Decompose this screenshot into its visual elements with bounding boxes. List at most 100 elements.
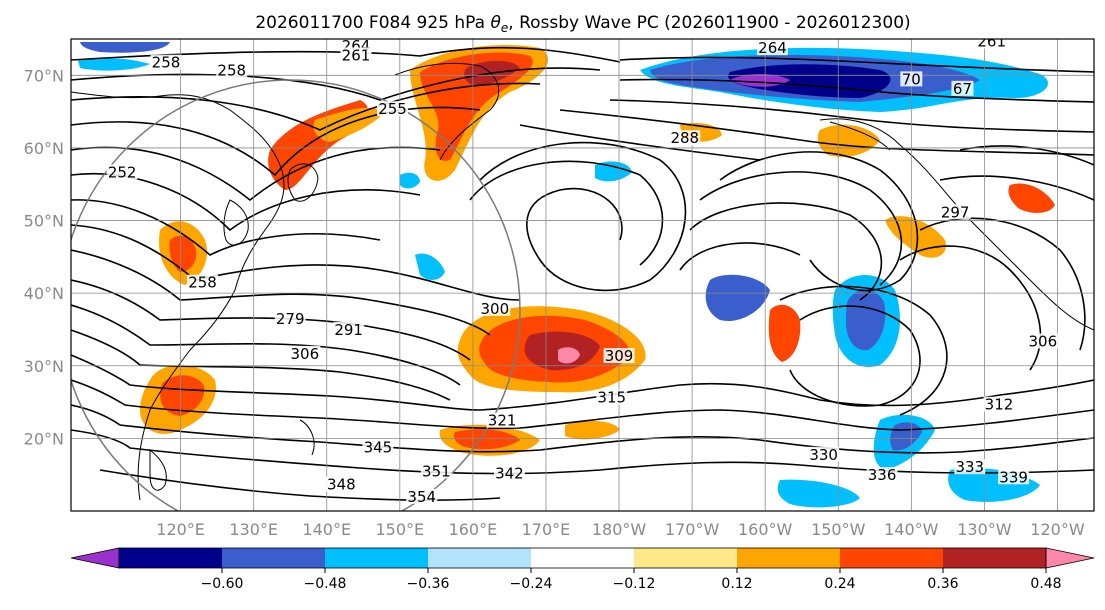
contour-label: 348: [327, 476, 356, 494]
shaded-anomalies: [78, 42, 1055, 508]
latitude-label: 30°N: [24, 357, 64, 376]
colorbar-tick-label: −0.48: [304, 576, 347, 592]
contour-label: 261: [977, 33, 1006, 51]
colorbar-tick-label: 0.36: [927, 576, 958, 592]
contour-label-bg: [954, 459, 986, 475]
longitude-label: 140°E: [302, 520, 351, 539]
latitude-labels: 70°N 60°N 50°N 40°N 30°N 20°N: [24, 66, 64, 448]
colorbar-tick-label: −0.60: [201, 576, 244, 592]
contour-label-bg: [406, 488, 438, 504]
projection-circle: [71, 79, 521, 511]
anomaly-positive-scs-red: [453, 429, 520, 450]
contour-label-bg: [274, 311, 306, 327]
contour-label: 306: [291, 345, 320, 363]
colorbar-segment: [119, 548, 223, 568]
contour-label: 342: [495, 465, 524, 483]
contour-label: 252: [108, 163, 137, 181]
colorbar-tick-label: −0.12: [613, 576, 656, 592]
contour-label: 279: [276, 310, 305, 328]
contour-label-bg: [106, 164, 138, 180]
contour-label: 315: [597, 388, 626, 406]
contour-label-bg: [493, 465, 525, 481]
longitude-label: 130°W: [957, 520, 1012, 539]
latitude-label: 60°N: [24, 139, 64, 158]
colorbar-segment: [943, 548, 1047, 568]
contour-label: 261: [342, 46, 371, 64]
latitude-label: 20°N: [24, 429, 64, 448]
contour-label: 255: [378, 100, 407, 118]
contour-label-bg: [951, 80, 974, 96]
anomaly-positive-bc-coast: [1008, 183, 1055, 213]
latitude-label: 50°N: [24, 212, 64, 231]
colorbar-tick-label: 0.12: [721, 576, 752, 592]
longitude-label: 130°E: [229, 520, 278, 539]
anomaly-positive-central-pacific-max: [558, 347, 580, 364]
colorbar-segment: [428, 548, 532, 568]
contour-label-bg: [150, 54, 182, 70]
contour-label-bg: [420, 463, 452, 479]
contour-label-bg: [289, 345, 321, 361]
contour-label: 70: [902, 70, 921, 88]
colorbar-tick-label: 0.24: [824, 576, 855, 592]
longitude-label: 120°E: [156, 520, 205, 539]
anomaly-positive-china-red: [160, 375, 205, 416]
colorbar-segment: [222, 548, 326, 568]
contour-label: 351: [422, 463, 451, 481]
map-background: [71, 39, 1094, 511]
contour-label-bg: [983, 396, 1015, 412]
contour-label-bg: [939, 204, 971, 220]
contour-label: 339: [999, 468, 1028, 486]
contour-label: 333: [955, 458, 984, 476]
contour-label-bg: [1027, 333, 1059, 349]
colorbar: −0.60 −0.48 −0.36 −0.24 −0.12 0.12 0.24 0.36 0.4…: [70, 547, 1095, 592]
contour-label-bg: [976, 39, 1008, 49]
colorbar-tick-label: −0.36: [407, 576, 450, 592]
contour-label: 321: [488, 412, 517, 430]
contour-label: 258: [152, 54, 181, 72]
colorbar-extend-high: [1045, 547, 1095, 569]
colorbar-segment: [840, 548, 944, 568]
anomaly-negative-nw-pacific: [415, 253, 445, 280]
anomaly-positive-ct: [565, 420, 620, 440]
contour-label: 300: [480, 300, 509, 318]
contour-label: 258: [217, 62, 246, 80]
longitude-label: 160°E: [449, 520, 498, 539]
colorbar-segment: [634, 548, 738, 568]
colorbar-tick-label: 0.48: [1030, 576, 1061, 592]
contour-label-bg: [756, 40, 788, 56]
longitude-label: 140°W: [884, 520, 939, 539]
contour-label-bg: [479, 300, 511, 316]
contour-label-bg: [333, 321, 365, 337]
longitude-label: 180°W: [592, 520, 647, 539]
colorbar-extend-low: [70, 547, 120, 569]
contour-label: 291: [334, 321, 363, 339]
contour-label: 297: [941, 203, 970, 221]
contour-label-bg: [808, 446, 840, 462]
anomaly-positive-alaska-coast: [817, 124, 880, 157]
contour-label-bg: [216, 62, 248, 78]
contour-label-bg: [669, 130, 701, 146]
contour-label-bg: [900, 71, 923, 87]
colorbar-segment: [325, 548, 429, 568]
contour-label: 306: [1029, 333, 1058, 351]
longitude-label: 150°E: [375, 520, 424, 539]
colorbar-segment: [737, 548, 841, 568]
contour-label-bg: [866, 467, 898, 483]
colorbar-segment: [531, 548, 635, 568]
latitude-label: 40°N: [24, 284, 64, 303]
contour-label: 264: [758, 39, 787, 57]
coastlines: [71, 62, 1094, 501]
anomaly-negative-japan-sea: [400, 172, 420, 189]
anomaly-negative-nw2: [78, 57, 150, 71]
contour-label: 288: [670, 129, 699, 147]
contour-label: 312: [985, 396, 1014, 414]
longitude-label: 150°W: [811, 520, 866, 539]
longitude-labels: 120°E 130°E 140°E 150°E 160°E 170°E 180°W 170°W…: [156, 520, 1085, 539]
map-frame: [70, 38, 1095, 512]
contour-label-bg: [377, 101, 409, 117]
anomaly-positive-kamchatka-edge: [313, 107, 385, 142]
